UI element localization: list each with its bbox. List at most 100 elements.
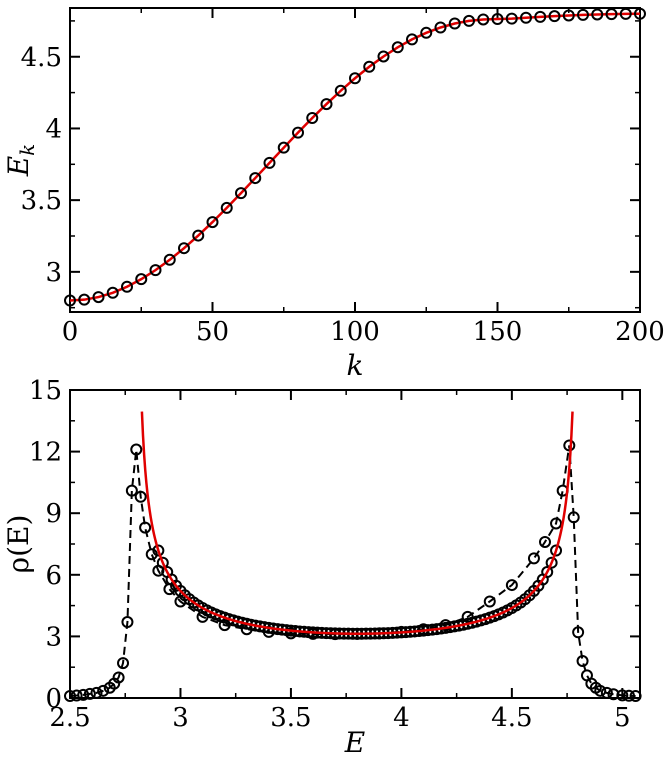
top-data-point [135,273,148,286]
bottom-data-point [550,544,563,557]
bottom-dashed-curve [69,445,636,697]
top-data-point [562,9,575,22]
top-tick-labels: 0 50 100 150 200 3 3.5 4 4.5 [21,43,664,347]
bottom-data-point [121,616,134,629]
top-fit-line [69,12,641,302]
top-data-point [149,264,162,277]
top-data-point [548,10,561,23]
bottom-y-tick-label: 6 [45,561,62,591]
top-x-tick-label: 100 [330,317,380,347]
top-data-point [192,229,205,242]
top-data-point [448,17,461,30]
bottom-x-tick-label: 3 [172,703,189,733]
top-data-point [78,293,91,306]
bottom-data-point [550,517,563,530]
bottom-data-point [539,535,551,548]
bottom-x-tick-label: 3.5 [270,703,311,733]
bottom-data-point [505,579,518,592]
bottom-x-axis-title: E [344,726,365,759]
top-data-point [591,8,604,21]
bottom-data-point [567,511,580,524]
bottom-data-point [130,443,143,456]
bottom-data-point [156,556,169,569]
top-y-tick-label: 3.5 [21,186,62,216]
top-x-axis-title: k [347,349,364,382]
top-y-tick-label: 4 [45,114,62,144]
top-data-point [92,291,105,304]
top-data-point [491,13,504,26]
top-y-axis-title-subscript: k [15,144,39,156]
top-data-point [349,72,361,85]
top-x-tick-label: 150 [473,317,523,347]
top-data-point [477,13,490,26]
top-data-point [277,141,290,154]
bottom-x-tick-label: 5 [614,703,631,733]
bottom-data-point [622,689,635,702]
top-ticks [69,8,641,312]
top-data-point [391,41,404,54]
bottom-data-point [483,595,496,608]
top-panel: 0 50 100 150 200 3 3.5 4 4.5 k Ek [2,7,664,382]
top-data-point [334,84,347,97]
top-x-tick-label: 0 [62,317,79,347]
bottom-data-point [629,689,642,702]
bottom-data-point [545,556,558,569]
top-data-point [163,253,176,266]
top-data-point [235,187,247,200]
bottom-data-point [616,689,629,702]
bottom-data-point [139,521,152,534]
bottom-data-point [97,684,110,697]
bottom-x-tick-label: 4 [393,703,410,733]
top-data-point [534,10,547,23]
top-data-point [292,126,304,139]
bottom-data-point [607,688,620,701]
top-y-axis-title: Ek [2,144,39,178]
bottom-data-point [145,548,158,561]
top-data-point [505,12,518,25]
top-y-axis-title-main: E [2,156,35,177]
top-fit-curve [69,12,641,302]
top-data-point [263,156,276,169]
top-data-point [577,8,589,21]
top-data-point [434,21,447,34]
bottom-data-markers [64,439,642,702]
bottom-data-point [134,490,147,503]
top-data-point [406,33,418,46]
bottom-data-point [125,484,138,497]
top-plot-frame [69,7,641,313]
bottom-data-point [70,689,83,702]
top-data-point [363,60,376,73]
top-data-point [420,26,433,39]
bottom-data-point [572,626,585,639]
bottom-y-tick-label: 15 [29,376,62,406]
bottom-y-tick-label: 0 [45,684,62,714]
bottom-tick-labels: 2.5 3 3.5 4 4.5 5 0 3 6 9 12 15 [29,376,631,733]
bottom-data-point [600,686,613,699]
top-x-tick-label: 50 [196,317,229,347]
bottom-x-tick-label: 4.5 [491,703,532,733]
bottom-data-point [527,552,540,565]
top-data-point [520,11,532,24]
bottom-y-tick-label: 12 [29,438,62,468]
bottom-data-point [152,544,165,557]
bottom-analytic-curve [140,411,574,635]
bottom-data-point [541,566,554,579]
top-x-tick-label: 200 [615,317,664,347]
bottom-data-point [77,688,90,701]
top-data-point [220,201,233,214]
top-data-point [619,7,632,20]
bottom-dashed-line [69,445,636,697]
top-data-point [106,286,119,299]
bottom-y-tick-label: 3 [45,622,62,652]
top-y-tick-label: 4.5 [21,43,62,73]
top-data-point [377,50,390,63]
top-data-point [605,8,618,21]
top-data-point [64,294,76,307]
bottom-data-point [90,686,103,699]
bottom-data-point [117,657,130,670]
bottom-data-point [112,671,125,684]
top-data-point [121,280,133,293]
bottom-data-point [83,687,96,700]
top-data-point [463,14,475,27]
